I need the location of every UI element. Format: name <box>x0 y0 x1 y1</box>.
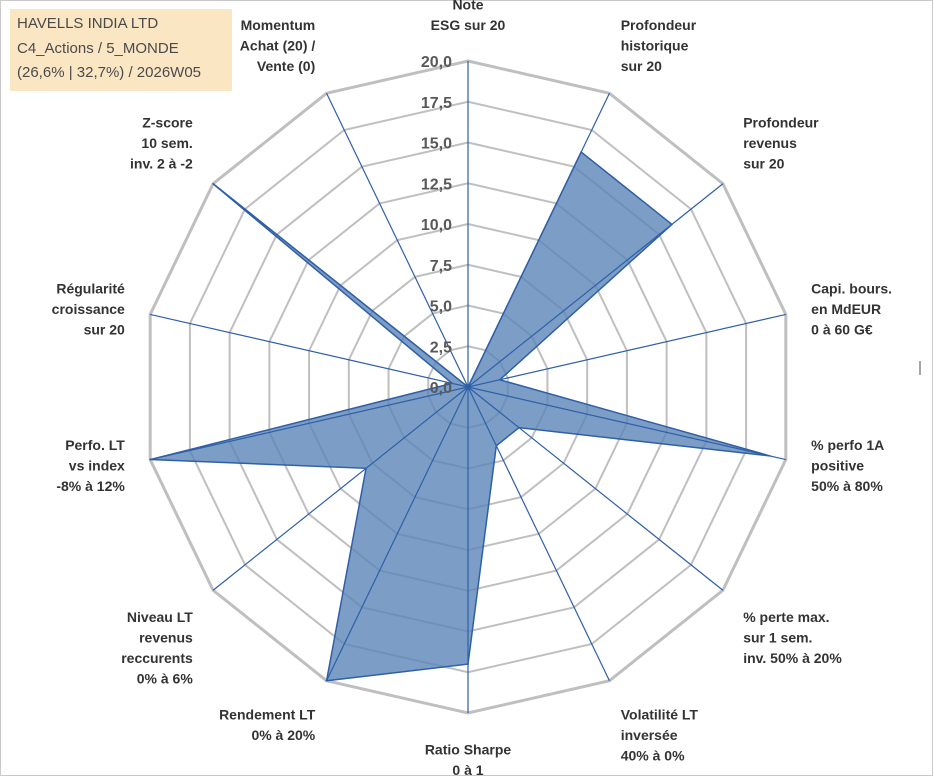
scrollbar-thumb[interactable] <box>919 361 921 375</box>
stock-name: HAVELLS INDIA LTD <box>17 15 159 32</box>
axis-label-line: 40% à 0% <box>621 748 685 764</box>
tick-label: 10,0 <box>421 217 452 234</box>
axis-label-line: inv. 2 à -2 <box>130 156 193 172</box>
tick-label: 7,5 <box>430 258 452 275</box>
tick-label: 2,5 <box>430 339 452 356</box>
axis-label-line: 0% à 20% <box>251 727 315 743</box>
axis-label-line: inv. 50% à 20% <box>743 650 842 666</box>
axis-spoke-5 <box>467 386 724 591</box>
axis-label-line: Niveau LT <box>127 609 193 625</box>
axis-label-line: 50% à 80% <box>811 478 883 494</box>
tick-label: 17,5 <box>421 95 452 112</box>
axis-label-line: revenus <box>743 135 797 151</box>
chart-title-box: HAVELLS INDIA LTD C4_Actions / 5_MONDE (… <box>10 9 232 91</box>
axis-spoke-2 <box>467 183 724 388</box>
axis-label-line: reccurents <box>121 650 193 666</box>
axis-label-line: sur 20 <box>84 321 125 337</box>
axis-label-line: sur 20 <box>743 156 784 172</box>
tick-label: 20,0 <box>421 54 452 71</box>
axis-spoke-9 <box>212 386 469 591</box>
axis-label-13: Momentum Achat (20) / Vente (0) <box>240 17 316 74</box>
axis-label-line: Z-score <box>142 115 193 131</box>
axis-spoke-1 <box>467 93 610 388</box>
axis-label-7: Ratio Sharpe 0 à 1 <box>425 742 512 776</box>
data-series-area <box>149 150 771 682</box>
axis-label-10: Perfo. LT vs index -8% à 12% <box>56 437 125 494</box>
axis-spoke-13 <box>326 93 469 388</box>
axis-label-line: Achat (20) / <box>240 37 316 53</box>
tick-label: 0,0 <box>430 380 452 397</box>
axis-label-4: % perfo 1A positive 50% à 80% <box>811 437 884 494</box>
axis-spoke-3 <box>467 313 786 388</box>
axis-label-line: positive <box>811 458 864 474</box>
axis-label-line: Volatilité LT <box>621 707 699 723</box>
axis-label-line: Profondeur <box>743 115 819 131</box>
axis-label-line: % perte max. <box>743 609 829 625</box>
axis-label-line: 10 sem. <box>141 135 192 151</box>
axis-label-line: croissance <box>52 301 125 317</box>
axis-label-line: Capi. bours. <box>811 280 892 296</box>
tick-label: 12,5 <box>421 176 452 193</box>
axis-label-line: Note <box>452 0 483 13</box>
axis-label-line: vs index <box>69 458 125 474</box>
axis-spoke-8 <box>326 386 469 681</box>
tick-label: 15,0 <box>421 136 452 153</box>
axis-label-9: Niveau LT revenus reccurents 0% à 6% <box>121 609 193 687</box>
axis-label-line: 0% à 6% <box>137 670 194 686</box>
axis-label-12: Z-score 10 sem. inv. 2 à -2 <box>130 115 193 172</box>
axis-label-0: Note ESG sur 20 <box>431 0 506 33</box>
axis-label-line: en MdEUR <box>811 301 881 317</box>
axis-label-line: Ratio Sharpe <box>425 742 512 758</box>
radar-tick-labels: 0,0 2,5 5,0 7,5 10,0 12,5 15,0 17,5 20,0 <box>421 54 452 397</box>
axis-spoke-6 <box>467 386 610 681</box>
tick-label: 5,0 <box>430 299 452 316</box>
axis-label-8: Rendement LT 0% à 20% <box>219 707 316 744</box>
axis-label-line: -8% à 12% <box>56 478 125 494</box>
axis-spoke-12 <box>212 183 469 388</box>
axis-label-5: % perte max. sur 1 sem. inv. 50% à 20% <box>743 609 842 666</box>
axis-spoke-4 <box>467 386 786 461</box>
axis-label-1: Profondeur historique sur 20 <box>621 17 697 74</box>
radar-spokes <box>150 61 786 713</box>
axis-label-line: Profondeur <box>621 17 697 33</box>
axis-label-line: ESG sur 20 <box>431 17 506 33</box>
axis-label-line: Vente (0) <box>257 58 315 74</box>
axis-label-line: Perfo. LT <box>65 437 125 453</box>
axis-label-line: % perfo 1A <box>811 437 884 453</box>
performance-week: (26,6% | 32,7%) / 2026W05 <box>17 64 201 81</box>
axis-label-6: Volatilité LT inversée 40% à 0% <box>621 707 699 764</box>
axis-label-line: revenus <box>139 629 193 645</box>
axis-label-line: Régularité <box>56 280 125 296</box>
axis-label-line: 0 à 1 <box>452 762 483 776</box>
axis-label-2: Profondeur revenus sur 20 <box>743 115 819 172</box>
axis-label-line: historique <box>621 37 689 53</box>
portfolio-category: C4_Actions / 5_MONDE <box>17 39 179 57</box>
axis-label-line: Momentum <box>241 17 316 33</box>
axis-label-line: sur 1 sem. <box>743 629 812 645</box>
radar-axis-labels: Note ESG sur 20 Profondeur historique sur 20… <box>52 0 892 776</box>
axis-spoke-11 <box>150 313 469 388</box>
axis-label-line: Rendement LT <box>219 707 316 723</box>
radar-data-series <box>149 150 771 682</box>
axis-label-line: inversée <box>621 727 678 743</box>
axis-label-line: 0 à 60 G€ <box>811 321 873 337</box>
axis-label-line: sur 20 <box>621 58 662 74</box>
axis-label-3: Capi. bours. en MdEUR 0 à 60 G€ <box>811 280 892 337</box>
axis-label-11: Régularité croissance sur 20 <box>52 280 125 337</box>
axis-spoke-10 <box>150 386 469 461</box>
